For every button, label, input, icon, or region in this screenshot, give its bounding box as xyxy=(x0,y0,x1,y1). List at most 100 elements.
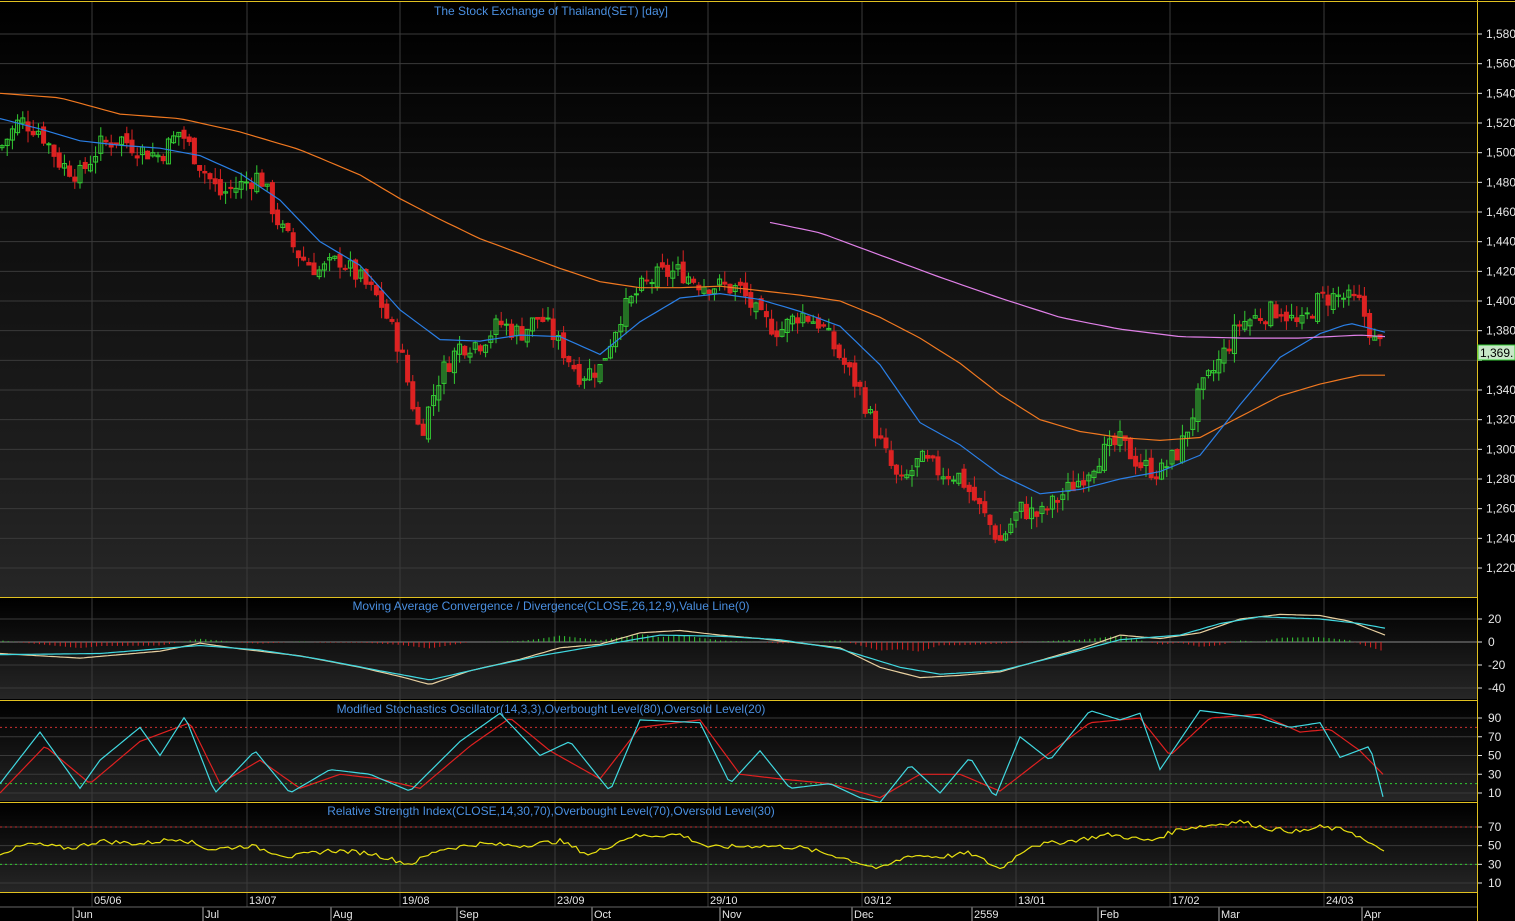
candle xyxy=(867,406,873,415)
candle xyxy=(462,344,468,359)
candle xyxy=(467,347,473,364)
candle-body xyxy=(847,362,853,368)
candle-body xyxy=(1039,505,1045,514)
candle-body xyxy=(347,260,353,269)
candle-body xyxy=(862,387,868,414)
candle-body xyxy=(290,232,296,248)
candle xyxy=(1138,453,1144,471)
candle-body xyxy=(420,423,426,436)
candle xyxy=(587,358,593,381)
candle-body xyxy=(774,330,780,338)
candle xyxy=(763,303,769,328)
candle xyxy=(451,347,457,384)
candle xyxy=(477,344,483,355)
candle-body xyxy=(602,358,608,361)
candle xyxy=(914,458,920,477)
candle xyxy=(238,172,244,199)
candle xyxy=(1200,377,1206,400)
candle-body xyxy=(1003,533,1009,541)
candle-body xyxy=(217,179,223,196)
candle-body xyxy=(576,364,582,385)
candle-body xyxy=(1013,511,1019,521)
candle-body xyxy=(379,290,385,308)
candle xyxy=(82,157,88,174)
candle xyxy=(72,169,78,189)
candle-body xyxy=(353,259,359,280)
candle xyxy=(61,154,67,176)
candle xyxy=(862,380,868,418)
candle-body xyxy=(415,406,421,425)
candle xyxy=(51,144,57,168)
candle-body xyxy=(238,181,244,190)
candle xyxy=(545,306,551,322)
candle-body xyxy=(337,253,343,268)
candle xyxy=(1117,420,1123,453)
candle-body xyxy=(181,129,187,139)
candle xyxy=(295,250,301,267)
candle xyxy=(186,133,192,146)
candle-body xyxy=(659,262,665,268)
candle-body xyxy=(930,455,936,459)
candle-body xyxy=(373,284,379,296)
candle xyxy=(1096,458,1102,474)
candle xyxy=(280,220,286,233)
candle-body xyxy=(561,332,567,359)
candle xyxy=(1205,369,1211,379)
y-tick-label: 1,220 xyxy=(1486,561,1515,575)
candle xyxy=(1023,496,1029,520)
y-tick-label: 1,380 xyxy=(1486,324,1515,338)
candle-body xyxy=(145,150,151,160)
candle xyxy=(1242,310,1248,333)
candle-body xyxy=(587,368,593,381)
candle xyxy=(1325,285,1331,317)
candle xyxy=(680,250,686,285)
candle-body xyxy=(966,484,972,493)
candle-body xyxy=(311,262,317,276)
candle xyxy=(831,325,837,357)
candle-body xyxy=(857,381,863,387)
candle xyxy=(659,253,665,270)
candle-body xyxy=(358,269,364,279)
candle-body xyxy=(368,281,374,285)
candle xyxy=(727,283,733,295)
candle xyxy=(389,316,395,325)
candle xyxy=(540,308,546,323)
candle xyxy=(15,114,21,136)
month-label: 2559 xyxy=(974,909,998,921)
candle-body xyxy=(207,173,213,180)
ma-long-line xyxy=(769,221,1386,339)
candle xyxy=(103,136,109,147)
candle xyxy=(191,137,197,165)
macd-title: Moving Average Convergence / Divergence(… xyxy=(352,599,749,613)
candle-body xyxy=(971,486,977,501)
candle-body xyxy=(1257,317,1263,321)
candle-body xyxy=(904,474,910,479)
candle xyxy=(956,472,962,486)
candle xyxy=(1174,448,1180,461)
y-tick-label: 1,300 xyxy=(1486,442,1515,456)
candle xyxy=(795,312,801,334)
candle-body xyxy=(1252,315,1258,319)
candle-body xyxy=(748,292,754,308)
candle xyxy=(935,450,941,481)
candle-body xyxy=(150,152,156,157)
candle-body xyxy=(1148,457,1154,479)
candle xyxy=(670,261,676,288)
y-tick-label: 90 xyxy=(1488,711,1502,725)
candle-body xyxy=(124,133,130,144)
candle xyxy=(119,135,125,157)
candle xyxy=(321,261,327,278)
candle xyxy=(961,463,967,490)
candle xyxy=(425,406,431,443)
candle xyxy=(1294,306,1300,328)
candle-body xyxy=(212,178,218,185)
candle-body xyxy=(1231,324,1237,355)
candle-body xyxy=(545,317,551,320)
candle xyxy=(1216,350,1222,381)
candle-body xyxy=(727,283,733,294)
candle xyxy=(1361,286,1367,328)
candle xyxy=(1367,309,1373,345)
candle-body xyxy=(977,497,983,505)
candle-body xyxy=(503,323,509,326)
candle-body xyxy=(826,327,832,331)
